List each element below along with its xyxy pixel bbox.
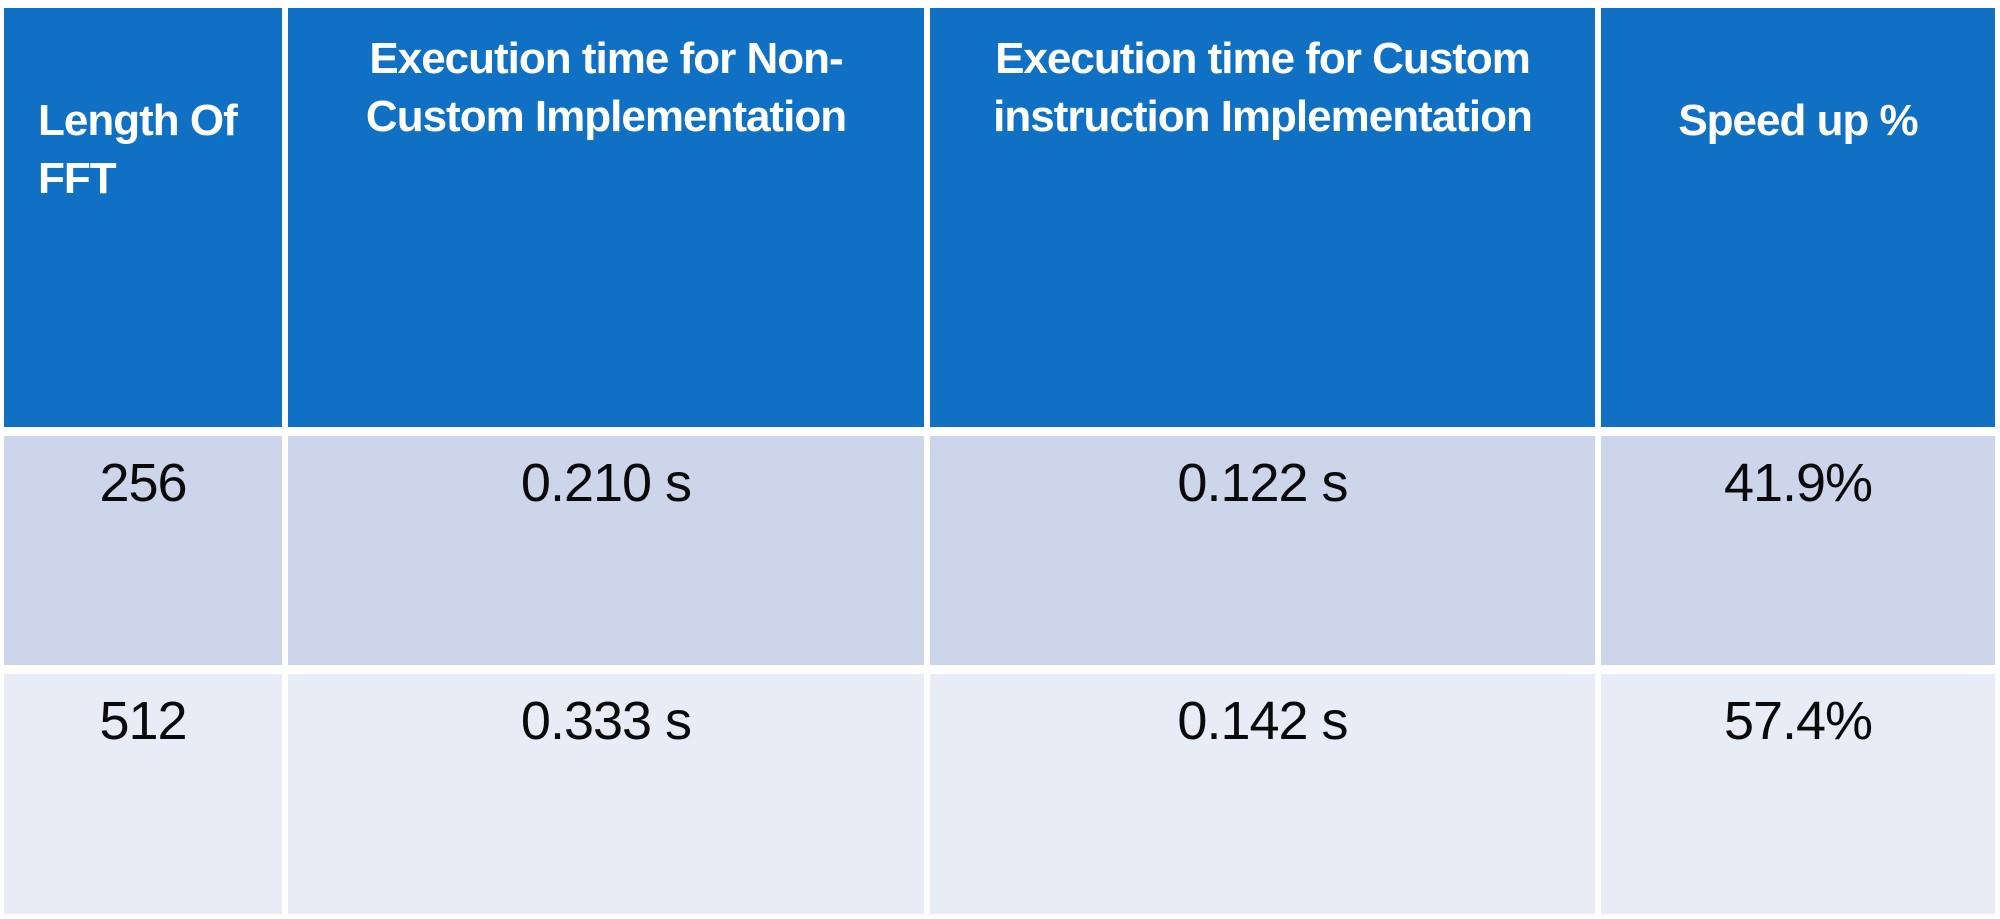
cell-fft-length-row1: 256	[4, 436, 282, 665]
cell-fft-length-row2: 512	[4, 674, 282, 914]
cell-non-custom-time-row1: 0.210 s	[288, 436, 924, 665]
cell-custom-time-row1: 0.122 s	[930, 436, 1595, 665]
header-cell-custom-time: Execution time for Custom instruction Im…	[930, 8, 1595, 427]
fft-performance-table: Length Of FFT Execution time for Non-Cus…	[4, 8, 1995, 914]
cell-speedup-row1: 41.9%	[1601, 436, 1995, 665]
cell-non-custom-time-row2: 0.333 s	[288, 674, 924, 914]
cell-speedup-row2: 57.4%	[1601, 674, 1995, 914]
header-cell-speedup: Speed up %	[1601, 8, 1995, 427]
cell-custom-time-row2: 0.142 s	[930, 674, 1595, 914]
header-cell-length-of-fft: Length Of FFT	[4, 8, 282, 427]
header-cell-non-custom-time: Execution time for Non-Custom Implementa…	[288, 8, 924, 427]
